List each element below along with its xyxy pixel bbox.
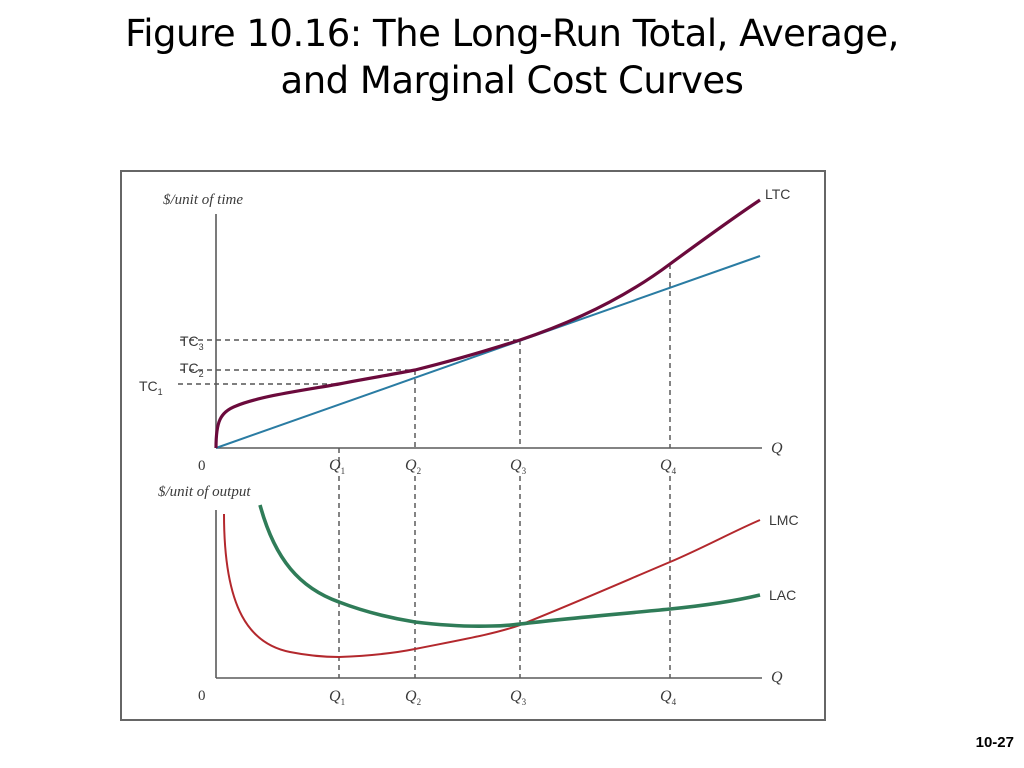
ltc-label: LTC bbox=[765, 186, 790, 202]
lac-curve bbox=[258, 504, 761, 629]
bottom-x-axis-label: Q bbox=[771, 669, 783, 686]
lmc-curve bbox=[223, 513, 761, 659]
bottom-guide-lines bbox=[338, 476, 671, 678]
slide-title-line-1: Figure 10.16: The Long-Run Total, Averag… bbox=[125, 12, 899, 55]
bottom-q2-label: Q2 bbox=[405, 688, 421, 707]
bottom-origin-label: 0 bbox=[198, 688, 206, 704]
top-q1-label: Q1 bbox=[329, 457, 345, 476]
lmc-label: LMC bbox=[769, 512, 799, 528]
top-origin-label: 0 bbox=[198, 458, 206, 474]
bottom-q1-label: Q1 bbox=[329, 688, 345, 707]
top-x-axis-label: Q bbox=[771, 440, 783, 457]
tc1-label: TC1 bbox=[139, 378, 163, 397]
top-panel: $/unit of time LTC Q 0 TC3 TC2 TC1 Q1 Q2… bbox=[139, 186, 790, 476]
bottom-y-axis-label: $/unit of output bbox=[158, 484, 251, 500]
lac-label: LAC bbox=[769, 587, 796, 603]
bottom-q4-label: Q4 bbox=[660, 688, 677, 707]
top-y-axis-label: $/unit of time bbox=[163, 192, 243, 208]
tc2-label: TC2 bbox=[180, 360, 204, 379]
top-q4-label: Q4 bbox=[660, 457, 677, 476]
figure-frame bbox=[120, 170, 826, 721]
cost-curves-figure: $/unit of time LTC Q 0 TC3 TC2 TC1 Q1 Q2… bbox=[120, 170, 826, 721]
top-q2-label: Q2 bbox=[405, 457, 421, 476]
top-guide-lines bbox=[178, 264, 671, 468]
tc3-label: TC3 bbox=[180, 333, 204, 352]
slide-title: Figure 10.16: The Long-Run Total, Averag… bbox=[0, 10, 1024, 104]
page-number: 10-27 bbox=[975, 734, 1014, 751]
ray-from-origin bbox=[215, 255, 761, 449]
slide-title-line-2: and Marginal Cost Curves bbox=[280, 59, 744, 102]
ltc-curve bbox=[214, 198, 761, 449]
top-q3-label: Q3 bbox=[510, 457, 527, 476]
bottom-q3-label: Q3 bbox=[510, 688, 527, 707]
bottom-panel: $/unit of output LMC LAC Q 0 Q1 Q2 Q3 Q4 bbox=[158, 476, 799, 707]
cost-curves-svg: $/unit of time LTC Q 0 TC3 TC2 TC1 Q1 Q2… bbox=[120, 170, 826, 721]
